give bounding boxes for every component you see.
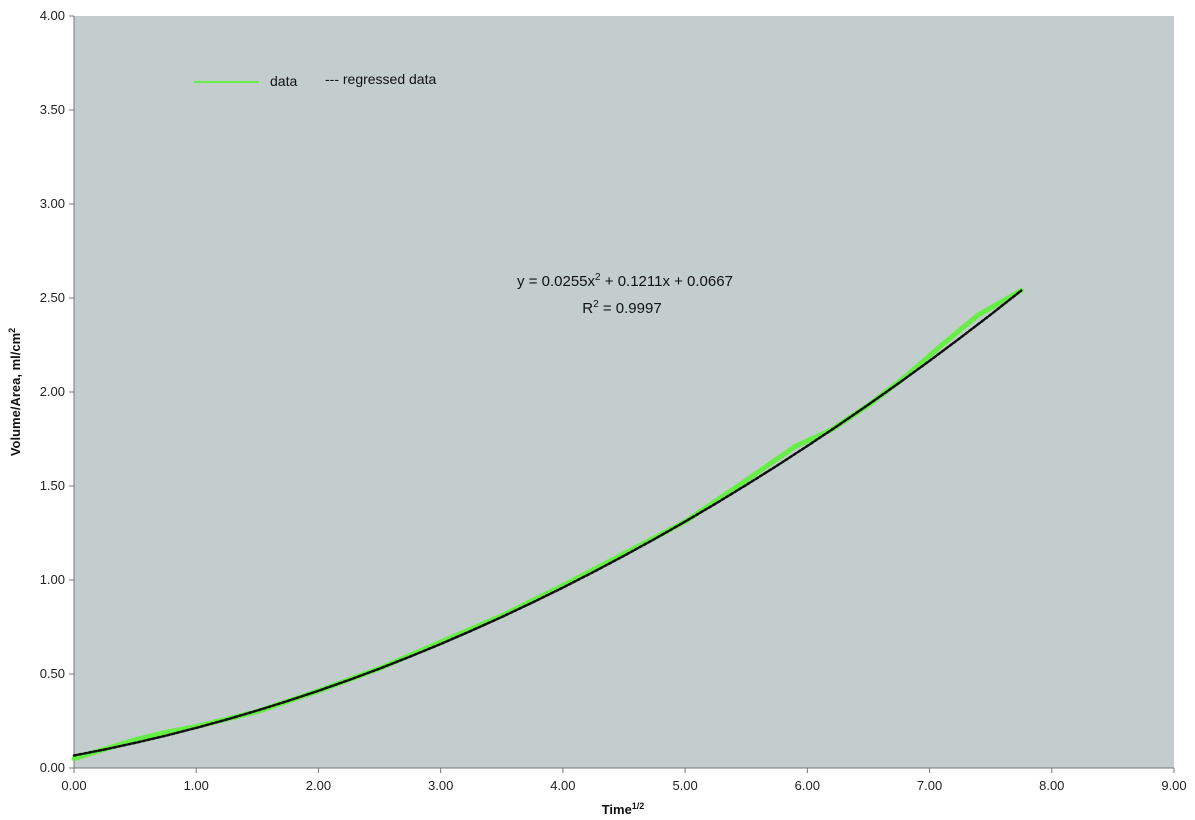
- x-tick-label: 0.00: [61, 778, 86, 793]
- plot-area: [74, 16, 1174, 768]
- series-line-regressed: [72, 289, 1023, 757]
- x-axis-title-exponent: 1/2: [632, 801, 645, 811]
- y-tick-label: 3.50: [40, 102, 65, 117]
- x-axis-title: Time1/2: [602, 801, 645, 817]
- x-tick-label: 9.00: [1161, 778, 1186, 793]
- r2-prefix: R: [582, 300, 593, 317]
- y-tick-label: 1.50: [40, 478, 65, 493]
- y-tick-label: 0.50: [40, 666, 65, 681]
- x-tick-label: 8.00: [1039, 778, 1064, 793]
- y-tick-label: 4.00: [40, 8, 65, 23]
- equation-exponent: 2: [595, 272, 601, 283]
- y-tick-label: 1.00: [40, 572, 65, 587]
- y-tick-label: 0.00: [40, 760, 65, 775]
- y-axis-title: Volume/Area, ml/cm2: [7, 328, 23, 456]
- y-axis-ticks: 0.00 0.50 1.00 1.50 2.00 2.50 3.00 3.50 4.00: [40, 8, 74, 775]
- x-tick-label: 2.00: [306, 778, 331, 793]
- y-tick-label: 2.50: [40, 290, 65, 305]
- x-tick-label: 3.00: [428, 778, 453, 793]
- y-tick-label: 3.00: [40, 196, 65, 211]
- x-tick-label: 6.00: [795, 778, 820, 793]
- x-tick-label: 7.00: [917, 778, 942, 793]
- legend-label-regressed: --- regressed data: [325, 71, 436, 87]
- x-axis-title-text: Time: [602, 802, 632, 817]
- legend-label-data: data: [270, 73, 297, 89]
- x-axis-ticks: 0.00 1.00 2.00 3.00 4.00 5.00 6.00 7.00 8.00 9.00: [61, 768, 1187, 793]
- y-axis-title-text: Volume/Area, ml/cm: [8, 333, 23, 456]
- r-squared-value: R2 = 0.9997: [582, 299, 661, 317]
- equation-suffix: + 0.1211x + 0.0667: [601, 273, 733, 290]
- x-tick-label: 4.00: [550, 778, 575, 793]
- x-tick-label: 1.00: [184, 778, 209, 793]
- y-tick-label: 2.00: [40, 384, 65, 399]
- regression-equation: y = 0.0255x2 + 0.1211x + 0.0667: [517, 272, 733, 290]
- series-layer: [71, 288, 1024, 762]
- legend: data --- regressed data: [194, 71, 436, 89]
- y-axis-title-exponent: 2: [7, 328, 17, 333]
- r2-suffix: = 0.9997: [599, 300, 662, 317]
- r2-exponent: 2: [593, 299, 599, 310]
- equation-prefix: y = 0.0255x: [517, 273, 595, 290]
- x-tick-label: 5.00: [672, 778, 697, 793]
